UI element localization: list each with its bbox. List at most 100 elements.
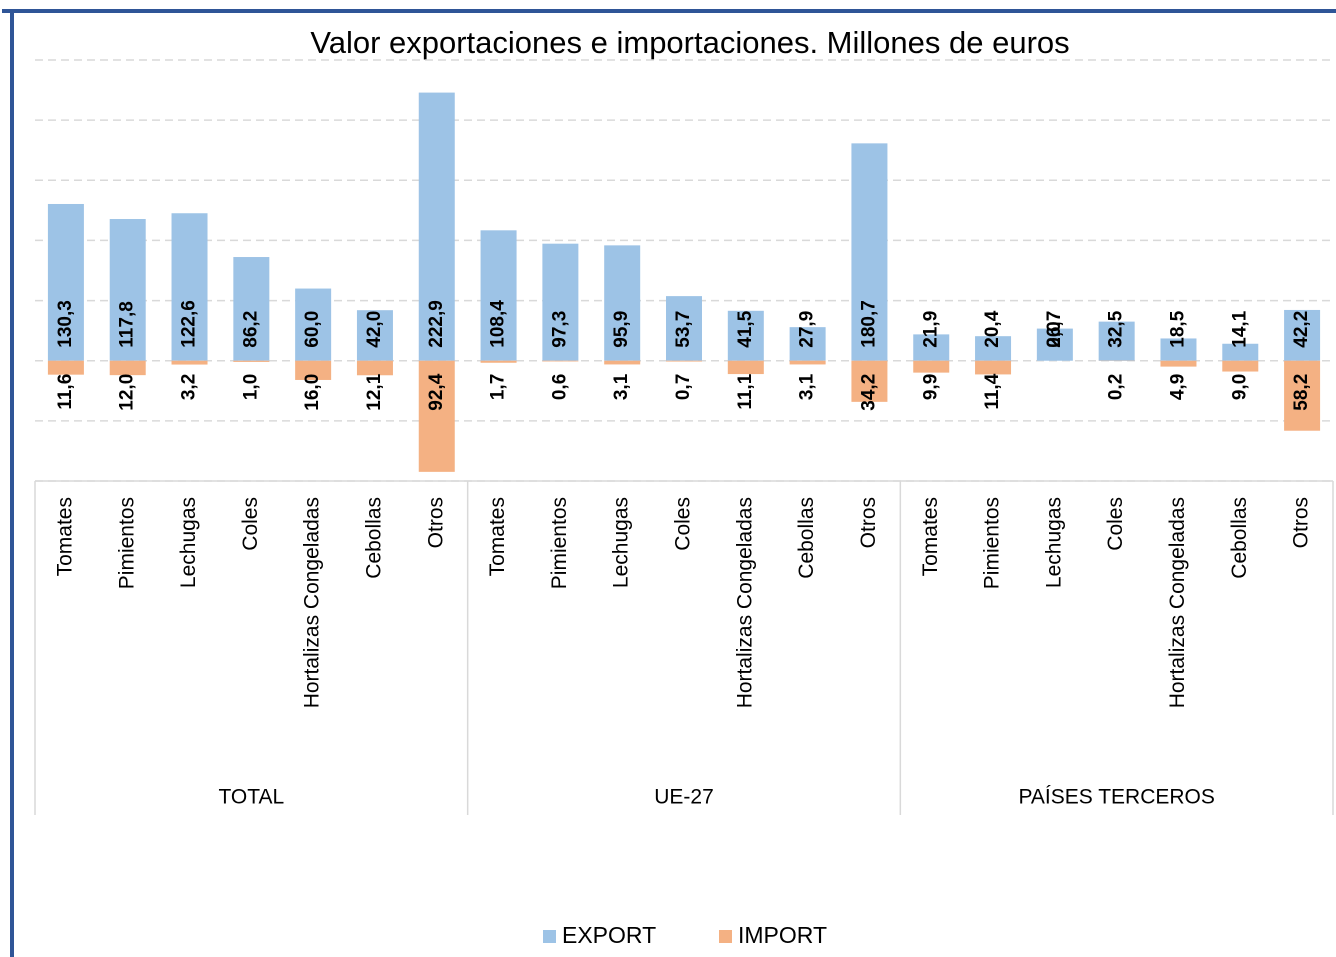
x-tick-label: Lechugas	[1042, 497, 1065, 588]
x-tick-label: Cebollas	[795, 497, 818, 579]
x-tick-label: Pimientos	[115, 497, 138, 589]
bar	[295, 288, 332, 361]
data-label: 0,2	[1106, 374, 1127, 400]
group-label: TOTAL	[218, 786, 284, 809]
bar	[233, 360, 270, 362]
bar	[1222, 343, 1259, 361]
bar	[1284, 309, 1321, 361]
data-label: 11,6	[55, 374, 76, 410]
data-label: 42,2	[1291, 311, 1312, 348]
bar	[1036, 328, 1073, 361]
x-tick-label: Hortalizas Congeladas	[733, 497, 756, 708]
data-label: 3,1	[797, 373, 818, 400]
data-label: 41,5	[735, 310, 756, 347]
data-label: 12,0	[117, 374, 138, 411]
x-tick-label: Otros	[424, 497, 447, 548]
x-tick-label: Tomates	[486, 497, 509, 576]
group-label: UE-27	[654, 786, 714, 809]
bar	[851, 360, 888, 402]
data-label: 0,6	[549, 374, 570, 400]
bar	[851, 143, 888, 361]
data-label: 86,2	[240, 311, 261, 348]
x-tick-label: Coles	[672, 497, 695, 551]
bar	[727, 360, 764, 375]
data-label: 42,0	[364, 311, 385, 348]
bar	[171, 213, 208, 361]
data-label: 26,7	[1044, 311, 1065, 348]
bar	[47, 203, 84, 361]
bar	[480, 230, 517, 361]
x-tick-label: Tomates	[53, 497, 76, 576]
x-tick-label: Cebollas	[362, 497, 385, 579]
data-label: 92,4	[426, 373, 447, 410]
bar	[975, 336, 1012, 361]
data-label: 32,5	[1106, 310, 1127, 347]
data-label: 11,4	[982, 373, 1003, 409]
data-label: 9,0	[1229, 374, 1250, 400]
bar	[666, 360, 702, 362]
data-label: 180,7	[858, 300, 879, 348]
data-label: 97,3	[549, 311, 570, 348]
legend-swatch	[719, 930, 732, 943]
data-label: 16,0	[302, 374, 323, 411]
bar	[356, 360, 393, 376]
bar	[975, 360, 1012, 375]
bar	[233, 257, 270, 361]
bar	[666, 296, 702, 361]
bar	[109, 219, 146, 361]
chart-title: Valor exportaciones e importaciones. Mil…	[310, 25, 1069, 60]
data-label: 27,9	[797, 311, 818, 348]
bar	[1284, 360, 1321, 431]
bar	[418, 360, 455, 472]
bar	[418, 92, 455, 361]
data-label: 222,9	[426, 300, 447, 348]
x-tick-label: Coles	[1104, 497, 1127, 551]
bar	[171, 360, 208, 365]
bar	[1098, 321, 1135, 361]
legend-label: IMPORT	[738, 922, 827, 948]
bar	[789, 327, 826, 361]
x-tick-label: Hortalizas Congeladas	[1166, 497, 1189, 708]
data-label: 117,8	[117, 301, 138, 348]
data-label: 18,5	[1167, 310, 1188, 347]
x-tick-label: Cebollas	[1228, 497, 1251, 579]
x-tick-label: Otros	[857, 497, 880, 548]
data-label: 130,3	[55, 300, 76, 348]
bar	[789, 360, 826, 365]
group-label: PAÍSES TERCEROS	[1018, 786, 1214, 809]
bar	[356, 310, 393, 361]
bar	[47, 360, 84, 375]
data-label: 122,6	[179, 300, 200, 348]
bar	[1160, 338, 1197, 361]
bar	[295, 360, 332, 380]
x-tick-label: Lechugas	[610, 497, 633, 588]
data-label: 1,0	[240, 374, 261, 400]
data-label: 14,1	[1229, 310, 1250, 347]
legend-label: EXPORT	[562, 922, 656, 948]
data-label: 1,7	[488, 374, 509, 400]
data-label: 0,7	[673, 374, 694, 400]
data-label: 58,2	[1291, 374, 1312, 411]
x-tick-label: Tomates	[919, 497, 942, 576]
bar	[109, 360, 146, 376]
data-label: 3,1	[611, 373, 632, 400]
data-label: 21,9	[920, 311, 941, 348]
data-label: 12,1	[364, 373, 385, 410]
bar	[913, 360, 950, 373]
data-label: 11,1	[735, 373, 756, 409]
x-tick-label: Pimientos	[548, 497, 571, 589]
legend-swatch	[543, 930, 556, 943]
data-label: 34,2	[858, 374, 879, 411]
x-tick-label: Coles	[239, 497, 262, 551]
data-label: 53,7	[673, 311, 694, 348]
x-tick-label: Lechugas	[177, 497, 200, 588]
data-label: 95,9	[611, 311, 632, 348]
data-label: 60,0	[302, 311, 323, 348]
data-label: 20,4	[982, 310, 1003, 347]
bar	[480, 360, 517, 363]
data-label: 0,0	[1044, 321, 1065, 347]
x-tick-label: Pimientos	[981, 497, 1004, 589]
bar	[913, 334, 950, 361]
